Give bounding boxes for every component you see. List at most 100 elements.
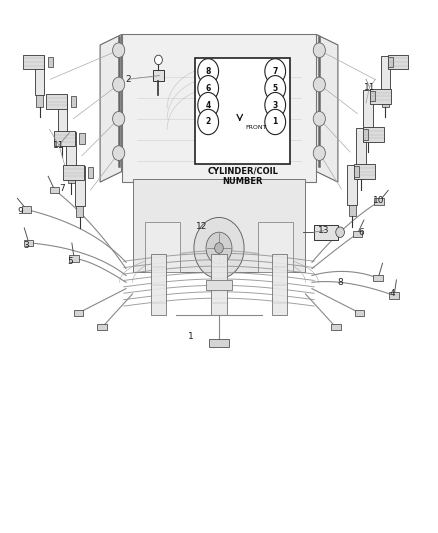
Bar (50, 187, 60, 193)
Bar (314, 225, 338, 240)
Bar (364, 90, 373, 130)
Bar (76, 206, 83, 217)
Bar (151, 254, 166, 315)
Circle shape (265, 109, 286, 135)
Bar (36, 95, 43, 107)
Bar (370, 89, 391, 103)
Bar (357, 168, 364, 180)
Circle shape (113, 111, 125, 126)
Bar (46, 94, 67, 109)
Bar (353, 231, 362, 237)
Bar (98, 324, 107, 330)
Bar (355, 310, 364, 316)
Bar (88, 167, 93, 178)
Bar (63, 165, 84, 180)
Text: CYLINDER/COIL: CYLINDER/COIL (207, 166, 278, 175)
Circle shape (313, 77, 325, 92)
Bar (79, 133, 85, 143)
Bar (69, 255, 79, 262)
Bar (22, 206, 32, 213)
Bar (122, 35, 316, 182)
Bar (356, 128, 366, 168)
Circle shape (194, 217, 244, 279)
Bar (23, 54, 44, 69)
Polygon shape (100, 35, 122, 182)
Bar (331, 324, 340, 330)
Bar (59, 135, 66, 146)
Circle shape (313, 43, 325, 58)
Text: 2: 2 (125, 75, 131, 84)
Bar (365, 130, 372, 141)
Bar (75, 166, 85, 206)
Circle shape (206, 232, 232, 264)
Bar (48, 56, 53, 67)
Circle shape (336, 227, 344, 238)
Text: 8: 8 (337, 278, 343, 287)
Polygon shape (316, 35, 338, 182)
Text: NUMBER: NUMBER (223, 177, 263, 186)
Circle shape (113, 146, 125, 160)
Text: FRONT: FRONT (246, 125, 267, 130)
Bar (363, 127, 384, 142)
Bar (24, 240, 33, 246)
Bar (272, 254, 287, 315)
Circle shape (313, 111, 325, 126)
Bar (145, 222, 180, 272)
Text: 10: 10 (373, 196, 385, 205)
Bar (349, 205, 356, 216)
Text: 9: 9 (17, 207, 23, 216)
Text: 3: 3 (23, 241, 28, 250)
Bar (347, 165, 357, 205)
Bar (370, 91, 375, 101)
Text: 2: 2 (205, 117, 211, 126)
Circle shape (113, 43, 125, 58)
Bar (363, 130, 368, 140)
Text: 12: 12 (196, 222, 207, 231)
Bar (54, 131, 75, 146)
Bar (195, 58, 290, 164)
Circle shape (113, 77, 125, 92)
Circle shape (198, 109, 219, 135)
Text: 7: 7 (272, 67, 278, 76)
Text: 4: 4 (389, 289, 395, 298)
Text: 8: 8 (205, 67, 211, 76)
Bar (35, 55, 44, 95)
Bar (389, 292, 399, 298)
Text: 11: 11 (364, 83, 375, 92)
Text: 1: 1 (188, 332, 194, 341)
Circle shape (198, 76, 219, 101)
Text: 7: 7 (60, 184, 65, 193)
Circle shape (265, 92, 286, 118)
Bar (354, 164, 375, 179)
Bar (388, 56, 393, 67)
Circle shape (265, 76, 286, 101)
Bar (66, 132, 76, 172)
Text: 11: 11 (53, 141, 65, 150)
Text: 3: 3 (272, 101, 278, 110)
Bar (133, 180, 305, 272)
Bar (382, 95, 389, 107)
Bar (206, 280, 232, 290)
Bar (373, 275, 383, 281)
Bar (388, 54, 408, 69)
Bar (381, 55, 390, 95)
Text: 1: 1 (272, 117, 278, 126)
Bar (58, 95, 67, 135)
Bar (211, 254, 227, 315)
Circle shape (155, 55, 162, 64)
Text: 6: 6 (205, 84, 211, 93)
Bar (209, 339, 229, 346)
Text: 5: 5 (273, 84, 278, 93)
Text: 5: 5 (67, 257, 73, 266)
Circle shape (313, 146, 325, 160)
Bar (258, 222, 293, 272)
Bar (153, 70, 164, 81)
Bar (354, 166, 360, 177)
Text: 13: 13 (318, 226, 329, 235)
Text: 6: 6 (358, 228, 364, 237)
Circle shape (198, 92, 219, 118)
Circle shape (198, 59, 219, 84)
Bar (74, 310, 83, 316)
Bar (374, 198, 384, 205)
Circle shape (215, 243, 223, 253)
